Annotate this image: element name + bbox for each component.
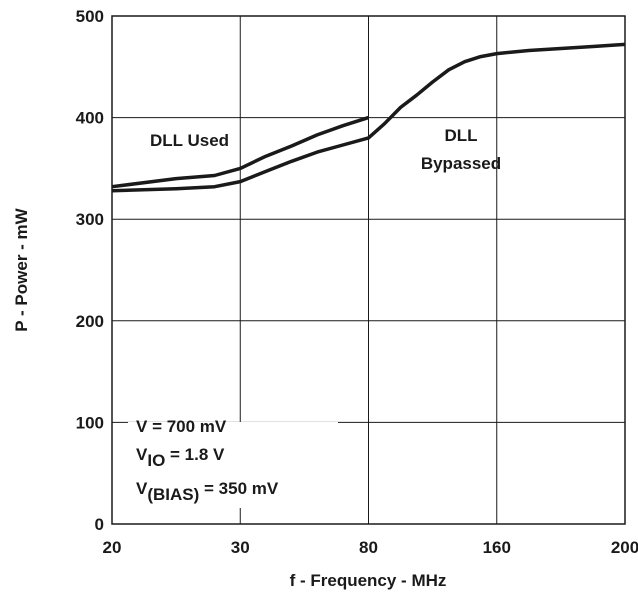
series-lines [111, 42, 626, 193]
y-tick-labels: 0 100 200 300 400 500 [76, 7, 104, 534]
y-axis-title: P - Power - mW [12, 207, 31, 331]
series-line-dll-bypassed [111, 42, 626, 193]
x-tick-labels: 20 30 80 160 200 [103, 538, 638, 557]
y-tick-label: 100 [76, 413, 104, 432]
series-line-dll-used [111, 115, 370, 189]
conditions-box [128, 422, 338, 508]
y-tick-label: 500 [76, 7, 104, 26]
x-tick-label: 200 [611, 538, 638, 557]
x-axis-title: f - Frequency - MHz [290, 571, 447, 590]
y-tick-label: 400 [76, 109, 104, 128]
annotation-dll-used: DLL Used [150, 131, 229, 150]
plot-frame [111, 15, 626, 525]
annotation-dll-bypassed-line2: Bypassed [421, 154, 501, 173]
y-tick-label: 300 [76, 210, 104, 229]
condition-line: V(BIAS) = 350 mV [136, 479, 279, 504]
x-tick-label: 80 [359, 538, 378, 557]
annotation-dll-bypassed-line1: DLL [444, 126, 477, 145]
conditions-text: V = 700 mV VIO = 1.8 V V(BIAS) = 350 mV [136, 417, 279, 504]
x-tick-label: 160 [483, 538, 511, 557]
x-tick-label: 30 [231, 538, 250, 557]
x-tick-label: 20 [103, 538, 122, 557]
condition-line: VIO = 1.8 V [136, 445, 225, 470]
y-tick-label: 0 [95, 515, 104, 534]
condition-line: V = 700 mV [136, 417, 227, 436]
y-tick-label: 200 [76, 312, 104, 331]
